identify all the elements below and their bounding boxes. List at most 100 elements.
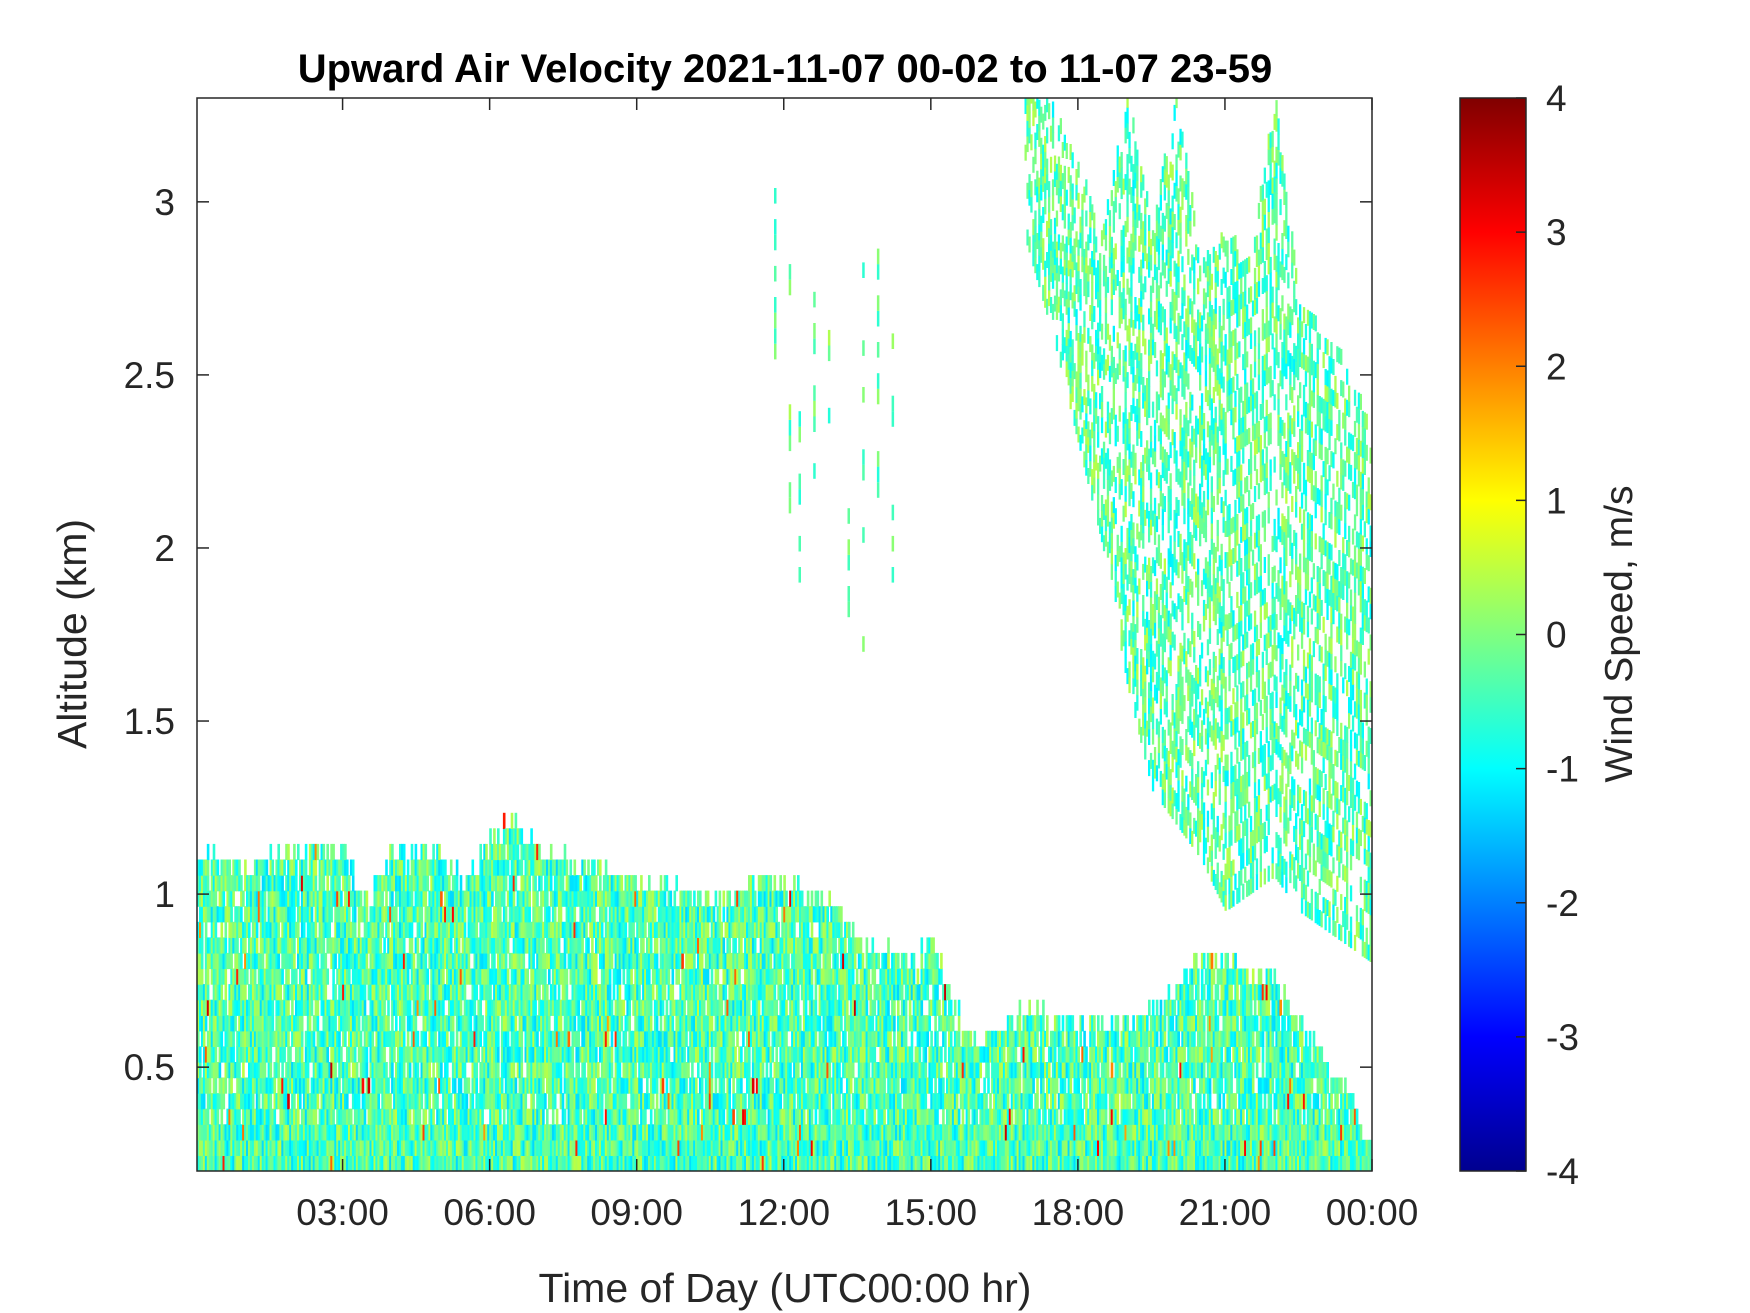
heatmap-cell: [595, 875, 598, 892]
heatmap-cell: [657, 968, 661, 985]
heatmap-cell: [718, 1108, 722, 1125]
heatmap-cell: [467, 1030, 471, 1047]
heatmap-cell: [734, 968, 737, 985]
heatmap-cell: [504, 984, 508, 1001]
heatmap-cell: [330, 1108, 333, 1125]
heatmap-cell: [324, 921, 328, 938]
heatmap-cell: [646, 1046, 649, 1063]
heatmap-cell: [628, 1155, 631, 1171]
heatmap-cell: [634, 875, 637, 892]
heatmap-cell: [693, 937, 696, 954]
heatmap-cell: [197, 1046, 200, 1063]
heatmap-cell: [302, 1139, 306, 1156]
heatmap-cell: [204, 968, 208, 985]
heatmap-cell: [285, 999, 288, 1016]
heatmap-cell: [569, 1108, 573, 1125]
heatmap-cell: [659, 968, 663, 985]
heatmap-cell: [495, 843, 498, 861]
heatmap-cell: [673, 890, 677, 907]
heatmap-cell: [469, 875, 473, 892]
heatmap-cell: [685, 890, 688, 907]
heatmap-cell: [322, 937, 326, 954]
heatmap-cell: [749, 952, 753, 970]
heatmap-cell: [471, 1139, 475, 1156]
heatmap-cell: [563, 1124, 567, 1141]
heatmap-cell: [732, 937, 735, 954]
heatmap-cell: [532, 1030, 535, 1047]
heatmap-cell: [410, 890, 414, 907]
heatmap-cell: [481, 921, 484, 938]
heatmap-cell: [720, 937, 724, 954]
heatmap-cell: [442, 921, 445, 938]
heatmap-cell: [506, 1155, 510, 1171]
heatmap-cell: [679, 1015, 682, 1032]
heatmap-cell: [199, 890, 202, 907]
heatmap-cell: [567, 1139, 571, 1156]
heatmap-cell: [430, 1046, 433, 1063]
heatmap-cell: [259, 968, 263, 985]
heatmap-cell: [451, 875, 455, 892]
heatmap-cell: [720, 1015, 724, 1032]
heatmap-cell: [616, 984, 620, 1001]
heatmap-cell: [420, 937, 424, 954]
heatmap-cell: [402, 843, 406, 861]
heatmap-cell: [357, 1155, 361, 1171]
heatmap-cell: [206, 984, 210, 1001]
heatmap-cell: [626, 890, 629, 907]
heatmap-cell: [257, 1108, 261, 1125]
heatmap-cell: [263, 1124, 267, 1141]
heatmap-cell: [746, 1030, 749, 1047]
heatmap-cell: [418, 875, 422, 892]
heatmap-cell: [549, 1155, 553, 1171]
heatmap-cell: [569, 1077, 573, 1094]
heatmap-cell: [199, 1155, 202, 1171]
heatmap-cell: [685, 937, 688, 954]
heatmap-cell: [532, 984, 535, 1001]
heatmap-cell: [448, 1015, 451, 1032]
heatmap-cell: [306, 921, 310, 938]
heatmap-cell: [563, 1046, 567, 1063]
heatmap-cell: [591, 1124, 594, 1141]
heatmap-cell: [228, 999, 231, 1016]
heatmap-cell: [336, 999, 339, 1016]
heatmap-cell: [255, 906, 259, 923]
heatmap-cell: [599, 906, 602, 923]
heatmap-cell: [540, 1093, 543, 1110]
heatmap-cell: [269, 1093, 273, 1110]
heatmap-cell: [581, 952, 584, 970]
heatmap-cell: [248, 1139, 251, 1156]
heatmap-cell: [448, 1046, 451, 1063]
heatmap-cell: [269, 999, 273, 1016]
heatmap-cell: [232, 1015, 235, 1032]
heatmap-cell: [244, 1139, 247, 1156]
heatmap-cell: [718, 1077, 722, 1094]
heatmap-cell: [655, 968, 659, 985]
heatmap-cell: [744, 1046, 747, 1063]
heatmap-cell: [681, 906, 684, 923]
heatmap-cell: [730, 1124, 733, 1141]
heatmap-cell: [540, 1046, 543, 1063]
heatmap-cell: [567, 1030, 571, 1047]
heatmap-cell: [393, 875, 396, 892]
heatmap-cell: [342, 1077, 345, 1094]
heatmap-cell: [330, 1015, 333, 1032]
heatmap-cell: [657, 921, 661, 938]
heatmap-cell: [620, 937, 624, 954]
heatmap-cell: [722, 968, 726, 985]
heatmap-cell: [748, 968, 751, 985]
heatmap-cell: [289, 890, 292, 907]
heatmap-cell: [459, 1046, 463, 1063]
heatmap-cell: [242, 968, 245, 985]
heatmap-cell: [289, 1015, 292, 1032]
heatmap-cell: [624, 1015, 628, 1032]
heatmap-cell: [377, 1077, 380, 1094]
heatmap-cell: [548, 859, 551, 876]
heatmap-cell: [379, 890, 382, 907]
heatmap-cell: [369, 952, 373, 970]
heatmap-cell: [483, 906, 486, 923]
heatmap-cell: [271, 890, 275, 907]
heatmap-cell: [749, 1155, 753, 1171]
heatmap-cell: [504, 1062, 508, 1079]
heatmap-cell: [422, 1062, 426, 1079]
heatmap-cell: [579, 937, 582, 954]
